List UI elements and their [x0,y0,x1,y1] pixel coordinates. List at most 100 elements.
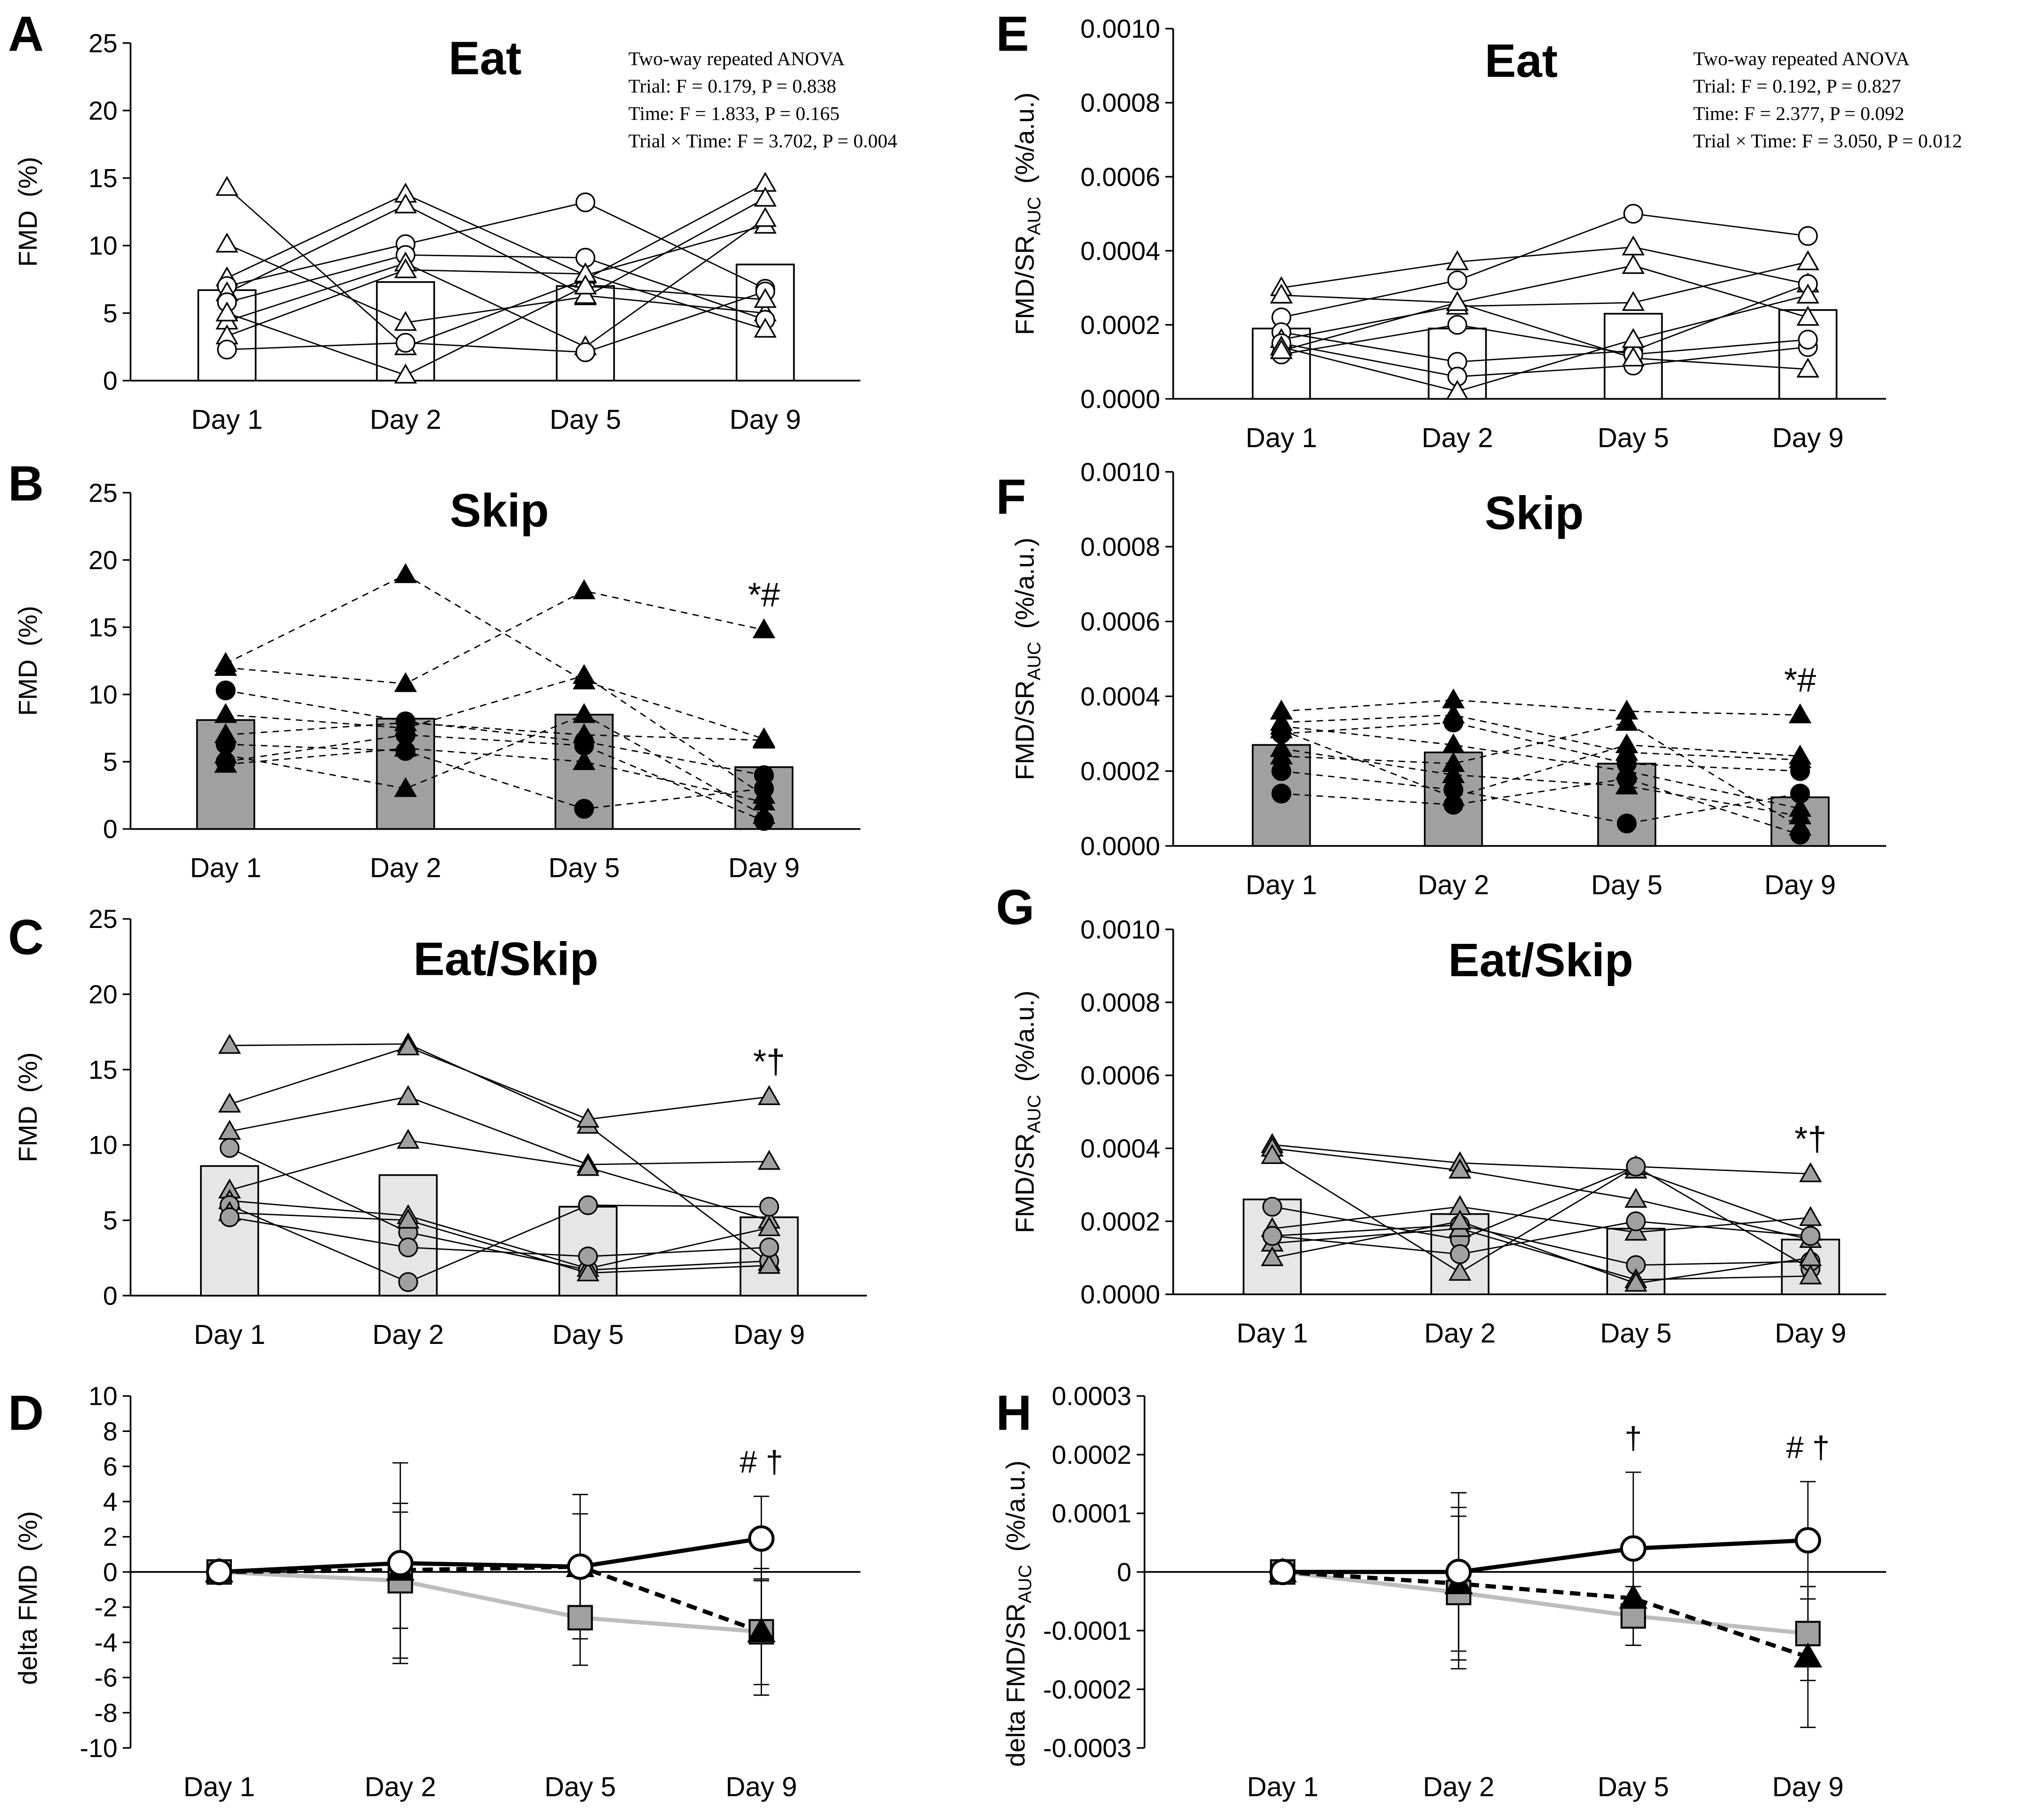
subject-line [225,690,764,776]
subject-line [227,290,766,353]
triangle-marker [215,301,238,322]
panel-f: F Skip 0.0000 0.0002 0.0004 0.0006 0.0008 0.001… [996,458,1886,900]
triangle-marker [215,232,238,253]
triangle-marker [757,1150,781,1170]
triangle-marker [747,1617,776,1642]
panel-label: G [996,880,1034,935]
circle-marker [220,1138,240,1158]
subject-line [227,254,766,321]
subject-line [229,1216,770,1257]
y-tick-label: 2 [103,1522,118,1551]
triangle-marker [397,1035,420,1055]
x-tick-label: Day 2 [370,404,441,435]
panel-d: D -10 -8 -6 -4 -2 0 2 4 6 8 10 Day 1 Day 2 Day 5 Day 9 d… [8,1382,860,1802]
subject-line [1281,699,1800,716]
circle-marker [578,1195,598,1216]
subject-line [230,1043,770,1263]
circle-marker [575,192,595,213]
subject-line [1281,283,1808,363]
triangle-marker [1793,1642,1822,1668]
subject-line [227,269,766,337]
y-label-unit: (%) [13,1052,42,1093]
y-tick-label: 0.0002 [1081,311,1160,340]
circle-marker [1798,226,1818,246]
y-axis-label: FMD (%) [13,157,42,267]
subject-line [227,218,766,348]
x-tick-label: Day 9 [1772,1772,1844,1802]
y-tick-label: 10 [89,231,118,260]
y-tick-label: 5 [103,748,118,777]
triangle-marker [757,1085,781,1105]
y-label-unit: (%/a.u.) [1010,991,1039,1082]
subject-line [1272,1220,1811,1255]
y-label-unit: (%) [13,1511,42,1552]
series-line [1282,1570,1809,1659]
panel-label: C [8,910,44,965]
triangle-marker [1788,703,1812,724]
triangle-marker [1619,1584,1648,1609]
anova-text: Time: F = 2.377, P = 0.092 [1693,103,1904,125]
y-axis-label: delta FMD (%) [13,1511,42,1685]
panel-title: Skip [450,484,549,537]
y-tick-label: 0.0006 [1081,607,1160,636]
y-axis-label: FMD/SRAUC (%/a.u.) [1010,538,1044,780]
triangle-marker [1799,1246,1822,1266]
subject-line [1281,770,1800,824]
y-tick-label: 0.0000 [1081,385,1160,414]
subject-line [1281,721,1800,828]
y-tick-label: 0.0004 [1081,682,1160,711]
anova-text: Trial × Time: F = 3.050, P = 0.012 [1693,130,1962,152]
subject-line [1281,714,1800,761]
circle-marker [220,1207,240,1227]
circle-marker [748,1525,775,1552]
circle-marker [1790,824,1810,845]
circle-marker [1447,270,1467,290]
y-tick-label: 4 [103,1487,118,1516]
x-tick-label: Day 1 [194,1320,266,1350]
y-tick-label: -8 [94,1698,117,1728]
y-tick-label: 6 [103,1452,118,1481]
triangle-marker [1796,250,1820,270]
y-tick-label: 0.0002 [1052,1440,1132,1469]
y-tick-label: 0 [103,1557,118,1587]
triangle-marker [1270,339,1293,359]
circle-marker [1450,1244,1470,1264]
y-label-main: delta FMD [13,1565,42,1685]
circle-marker [1626,1211,1646,1231]
triangle-marker [1442,733,1465,754]
triangle-marker [577,1107,600,1128]
y-tick-label: 0.0000 [1081,1280,1160,1309]
triangle-marker [215,176,238,196]
triangle-marker [1615,733,1638,754]
y-label-main: FMD [13,210,42,267]
triangle-marker [1796,283,1820,304]
triangle-marker [214,703,237,723]
series-line [1282,1538,1808,1574]
y-label-unit: (%/a.u.) [1001,1461,1030,1552]
triangle-marker [394,363,417,384]
subject-line [226,183,766,348]
significance-annotation: *† [1794,1120,1826,1158]
subject-line [225,675,764,796]
circle-marker [1443,712,1464,733]
y-label-main: delta FMD/SR [1001,1603,1030,1767]
circle-marker [1447,315,1467,335]
triangle-marker [394,258,417,278]
triangle-marker [572,750,596,770]
circle-marker [1800,1226,1821,1246]
circle-marker [754,811,774,831]
significance-annotation: # † [740,1445,783,1480]
x-tick-label: Day 1 [1245,423,1317,453]
circle-marker [217,340,237,360]
subject-line [227,201,766,289]
circle-marker [215,680,236,701]
panel-e: E Eat 0.0000 0.0002 0.0004 0.0006 0.0008 0.0010… [996,7,1962,453]
x-tick-label: Day 2 [370,853,441,883]
y-tick-label: 0 [103,815,118,844]
triangle-marker [752,728,776,749]
y-tick-label: 0.0008 [1081,533,1160,562]
circle-marker [1271,761,1291,781]
triangle-marker [1448,1261,1472,1281]
significance-annotation: *# [1784,661,1816,699]
triangle-marker [218,1034,241,1054]
